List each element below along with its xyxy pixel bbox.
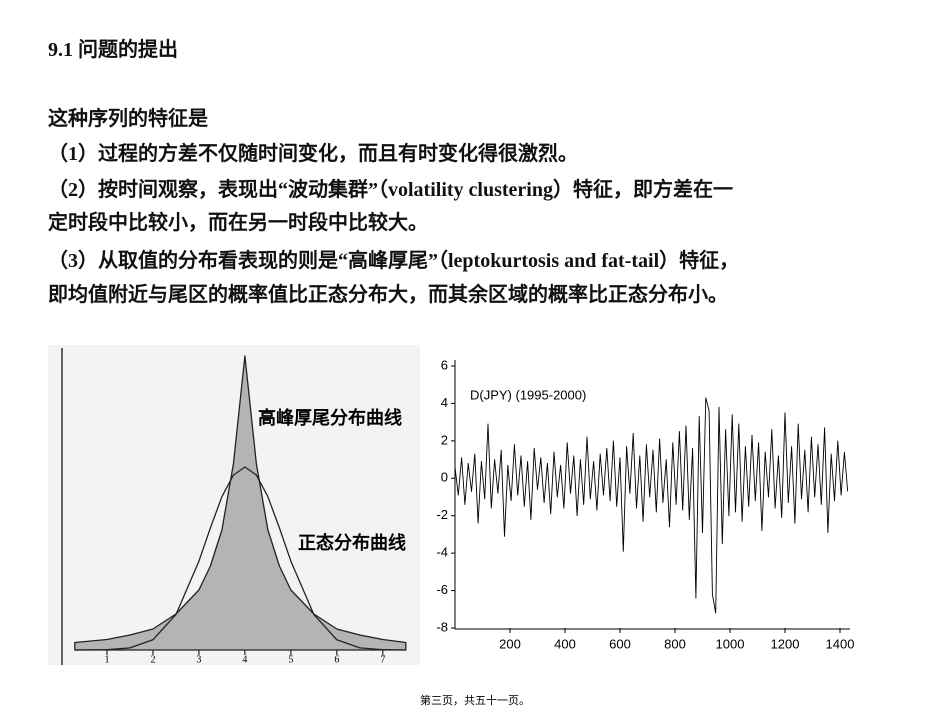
x-tick-label: 3 [196,654,201,665]
x-tick-label: 1000 [716,636,745,651]
x-tick-label: 600 [609,636,631,651]
text-line: （1）过程的方差不仅随时间变化，而且有时变化得很激烈。 [48,143,578,165]
series-label: 正态分布曲线 [298,532,406,553]
y-tick-label: 6 [441,357,448,372]
x-tick-label: 4 [242,654,247,665]
x-tick-label: 1 [104,654,109,665]
x-tick-label: 7 [380,654,385,665]
x-tick-label: 200 [499,636,521,651]
text-line: 即均值附近与尾区的概率值比正态分布大，而其余区域的概率比正态分布小。 [48,284,728,306]
y-tick-label: -4 [436,545,448,560]
text-line: 这种序列的特征是 [48,108,208,130]
y-tick-label: 0 [441,470,448,485]
x-tick-label: 2 [150,654,155,665]
x-tick-label: 800 [664,636,686,651]
footer: 第三页，共五十一页。 [420,694,530,707]
series-line [454,397,849,614]
x-tick-label: 1400 [826,636,855,651]
y-tick-label: -6 [436,582,448,597]
series-line [74,466,406,651]
y-tick-label: 2 [441,432,448,447]
x-tick-label: 1200 [771,636,800,651]
x-tick-label: 5 [288,654,293,665]
y-tick-label: -2 [436,507,448,522]
text-line: 定时段中比较小，而在另一时段中比较大。 [48,212,428,234]
y-tick-label: 4 [441,395,448,410]
series-label: 高峰厚尾分布曲线 [258,407,402,428]
y-tick-label: -8 [436,619,448,634]
x-tick-label: 400 [554,636,576,651]
area-line [74,355,407,651]
text-line: （3）从取值的分布看表现的则是“高峰厚尾”（leptokurtosis and … [48,250,740,272]
x-tick-label: 6 [334,654,339,665]
text-line: （2）按时间观察，表现出“波动集群”（volatility clustering… [48,179,733,201]
heading: 9.1 问题的提出 [48,39,178,61]
chart-title: D(JPY) (1995-2000) [470,387,586,402]
